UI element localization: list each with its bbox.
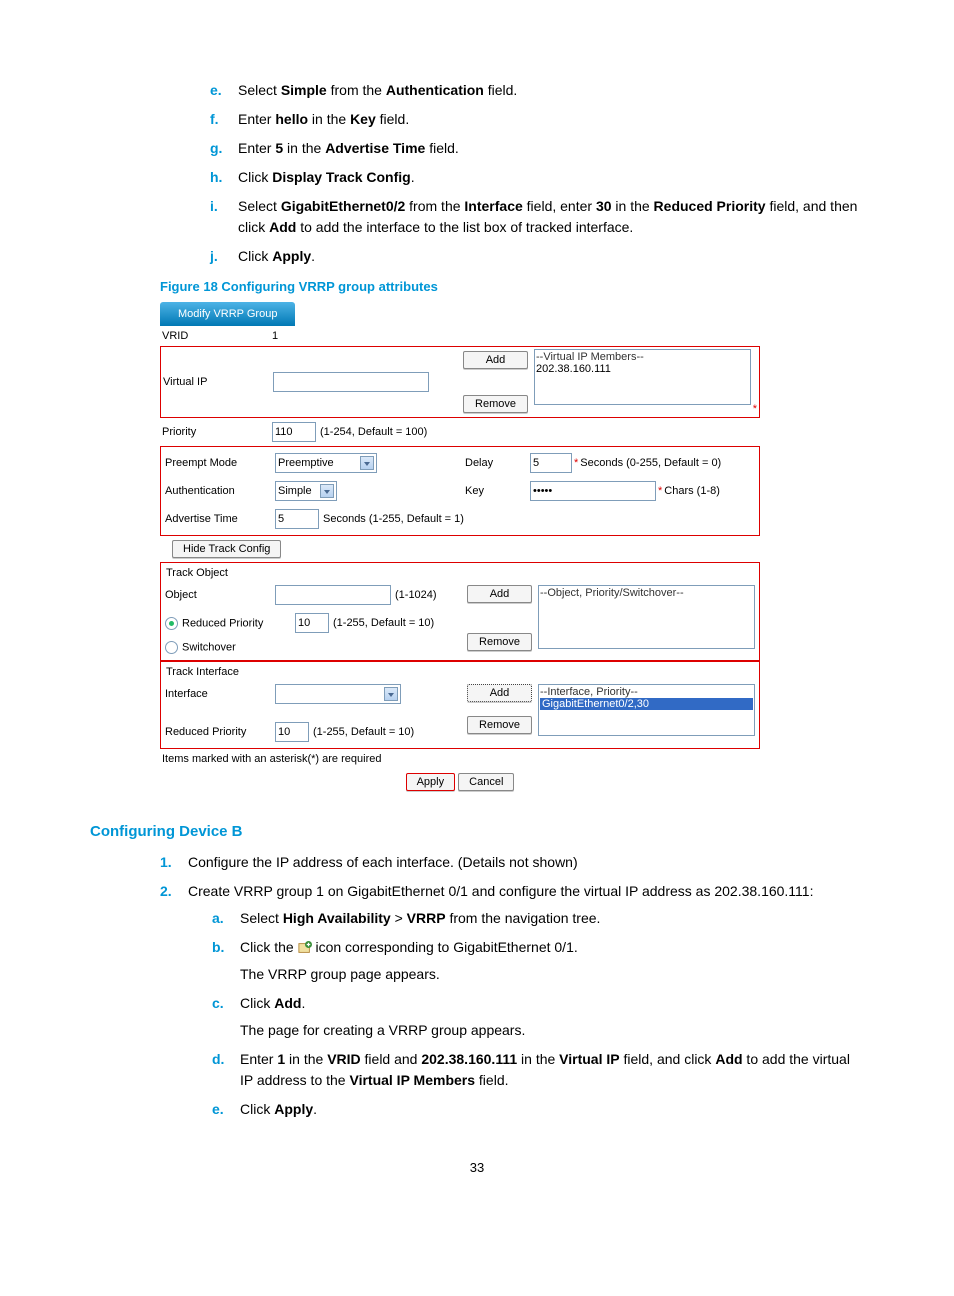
virtual-ip-panel: Virtual IP Add Remove --Virtual IP Membe… — [160, 346, 760, 418]
track-interface-header: Track Interface — [163, 664, 757, 680]
step-item: i.Select GigabitEthernet0/2 from the Int… — [210, 196, 864, 238]
step-item: g.Enter 5 in the Advertise Time field. — [210, 138, 864, 159]
vip-members-listbox[interactable]: --Virtual IP Members-- 202.38.160.111 — [534, 349, 751, 405]
select-auth[interactable]: Simple — [275, 481, 337, 501]
required-asterisk: * — [574, 457, 578, 469]
label-vrid: VRID — [162, 330, 272, 342]
label-preempt: Preempt Mode — [165, 457, 275, 469]
interface-listbox[interactable]: --Interface, Priority-- GigabitEthernet0… — [538, 684, 755, 736]
sub-step: d.Enter 1 in the VRID field and 202.38.1… — [212, 1049, 864, 1091]
tab-modify-vrrp[interactable]: Modify VRRP Group — [160, 302, 295, 326]
step-item: e.Select Simple from the Authentication … — [210, 80, 864, 101]
sub-step: b.Click the icon corresponding to Gigabi… — [212, 937, 864, 985]
radio-switchover[interactable] — [165, 641, 178, 654]
input-key[interactable] — [530, 481, 656, 501]
numbered-steps: 1.Configure the IP address of each inter… — [160, 852, 864, 1120]
label-key: Key — [465, 485, 484, 497]
required-asterisk: * — [658, 485, 662, 497]
hide-track-button[interactable]: Hide Track Config — [172, 540, 281, 558]
sub-step: a.Select High Availability > VRRP from t… — [212, 908, 864, 929]
value-vrid: 1 — [272, 330, 278, 342]
hint-rp2: (1-255, Default = 10) — [313, 726, 414, 738]
track-object-panel: Track Object Object (1-1024) Reduced Pri… — [160, 562, 760, 661]
label-priority: Priority — [162, 426, 272, 438]
label-delay: Delay — [465, 457, 493, 469]
required-note: Items marked with an asterisk(*) are req… — [160, 749, 760, 769]
hint-key: Chars (1-8) — [664, 485, 720, 497]
label-virtual-ip: Virtual IP — [163, 349, 273, 415]
section-heading: Configuring Device B — [90, 823, 864, 840]
numbered-step: 2.Create VRRP group 1 on GigabitEthernet… — [160, 881, 864, 1120]
label-auth: Authentication — [165, 485, 275, 497]
input-object[interactable] — [275, 585, 391, 605]
track-interface-panel: Track Interface Interface Reduced Priori… — [160, 661, 760, 749]
select-interface[interactable] — [275, 684, 401, 704]
select-preempt[interactable]: Preemptive — [275, 453, 377, 473]
input-virtual-ip[interactable] — [273, 372, 429, 392]
page-number: 33 — [90, 1160, 864, 1175]
hint-priority: (1-254, Default = 100) — [320, 426, 427, 438]
step-item: f.Enter hello in the Key field. — [210, 109, 864, 130]
step-item: h.Click Display Track Config. — [210, 167, 864, 188]
label-object: Object — [165, 589, 275, 601]
input-priority[interactable] — [272, 422, 316, 442]
remove-interface-button[interactable]: Remove — [467, 716, 532, 734]
interface-listbox-item[interactable]: GigabitEthernet0/2,30 — [540, 698, 753, 710]
input-rp2[interactable] — [275, 722, 309, 742]
step-item: j.Click Apply. — [210, 246, 864, 267]
hint-delay: Seconds (0-255, Default = 0) — [580, 457, 721, 469]
cancel-button[interactable]: Cancel — [458, 773, 514, 791]
hint-advtime: Seconds (1-255, Default = 1) — [323, 513, 464, 525]
input-rp[interactable] — [295, 613, 329, 633]
input-delay[interactable] — [530, 453, 572, 473]
interface-listbox-header: --Interface, Priority-- — [540, 686, 753, 698]
radio-reduced-priority[interactable] — [165, 617, 178, 630]
numbered-step: 1.Configure the IP address of each inter… — [160, 852, 864, 873]
label-sw-radio: Switchover — [182, 641, 236, 653]
label-rp-radio: Reduced Priority — [182, 617, 263, 629]
figure-caption: Figure 18 Configuring VRRP group attribu… — [160, 279, 864, 294]
sub-step: e.Click Apply. — [212, 1099, 864, 1120]
label-interface: Interface — [165, 688, 275, 700]
preempt-auth-panel: Preempt Mode Preemptive Delay * Seconds … — [160, 446, 760, 536]
object-listbox[interactable]: --Object, Priority/Switchover-- — [538, 585, 755, 649]
track-object-header: Track Object — [163, 565, 757, 581]
apply-button[interactable]: Apply — [406, 773, 456, 791]
screenshot-vrrp-form: Modify VRRP Group VRID 1 Virtual IP Add … — [160, 302, 760, 795]
steps-top: e.Select Simple from the Authentication … — [210, 80, 864, 267]
vip-listbox-header: --Virtual IP Members-- — [536, 351, 749, 363]
add-object-button[interactable]: Add — [467, 585, 532, 603]
object-listbox-header: --Object, Priority/Switchover-- — [540, 587, 753, 599]
remove-object-button[interactable]: Remove — [467, 633, 532, 651]
sub-step: c.Click Add.The page for creating a VRRP… — [212, 993, 864, 1041]
hint-object: (1-1024) — [395, 589, 437, 601]
label-rp2: Reduced Priority — [165, 726, 275, 738]
add-vip-button[interactable]: Add — [463, 351, 528, 369]
vip-listbox-item[interactable]: 202.38.160.111 — [536, 363, 749, 375]
remove-vip-button[interactable]: Remove — [463, 395, 528, 413]
input-advtime[interactable] — [275, 509, 319, 529]
hint-rp: (1-255, Default = 10) — [333, 617, 434, 629]
required-asterisk: * — [753, 403, 757, 415]
add-interface-button[interactable]: Add — [467, 684, 532, 702]
label-advtime: Advertise Time — [165, 513, 275, 525]
